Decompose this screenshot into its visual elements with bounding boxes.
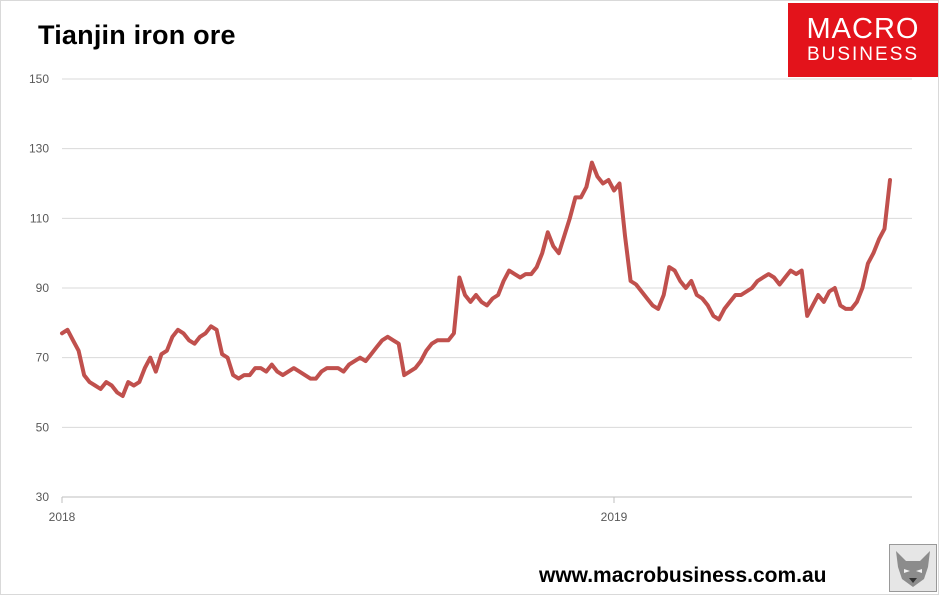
y-tick-label: 110 <box>30 211 49 225</box>
y-axis-labels: 30 50 70 90 110 130 150 <box>29 72 49 504</box>
x-tick-label: 2019 <box>601 510 628 524</box>
series-line <box>60 160 892 398</box>
macrobusiness-logo: MACRO BUSINESS <box>788 3 938 77</box>
gridlines <box>62 78 912 498</box>
x-axis: 2018 2019 <box>49 497 628 524</box>
series-layer <box>60 160 892 398</box>
y-tick-label: 30 <box>36 490 50 504</box>
y-tick-label: 130 <box>29 142 49 156</box>
y-tick-label: 50 <box>36 420 50 434</box>
x-tick-label: 2018 <box>49 510 76 524</box>
logo-line-macro: MACRO <box>806 13 920 45</box>
chart-title: Tianjin iron ore <box>38 20 236 50</box>
y-tick-label: 70 <box>36 351 50 365</box>
website-url: www.macrobusiness.com.au <box>539 564 827 587</box>
y-tick-label: 150 <box>29 72 49 86</box>
logo-line-business: BUSINESS <box>806 44 920 65</box>
y-tick-label: 90 <box>36 281 50 295</box>
wolf-face-icon <box>889 544 937 592</box>
